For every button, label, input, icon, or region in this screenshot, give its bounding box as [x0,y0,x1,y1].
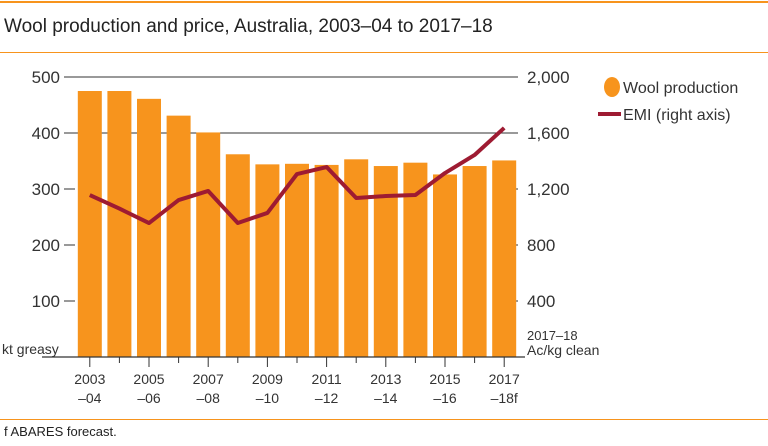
x-tick-label-year: 2013 [370,371,401,387]
right-tick-label: 1,200 [527,180,570,199]
bar [107,91,132,357]
footnote: f ABARES forecast. [4,424,117,439]
right-axis-label-line2: Ac/kg clean [527,342,599,358]
x-tick-label-year: 2009 [252,371,283,387]
bar [285,163,309,357]
x-tick-label-suffix: –06 [137,390,161,406]
bar [314,164,339,357]
legend-bar-swatch [604,77,620,97]
left-tick-label: 300 [32,180,60,199]
right-axis-label-line1: 2017–18 [527,328,578,343]
bar [462,166,487,357]
left-tick-label: 200 [32,236,60,255]
right-tick-label: 1,600 [527,124,570,143]
top-rule [0,1,768,3]
chart-title: Wool production and price, Australia, 20… [4,16,493,37]
x-tick-label-suffix: –12 [315,390,339,406]
right-tick-label: 400 [527,292,555,311]
x-tick-label-year: 2017 [489,371,520,387]
right-tick-label: 2,000 [527,68,570,87]
legend-label-emi: EMI (right axis) [623,107,731,124]
right-tick-label: 800 [527,236,555,255]
x-tick-label-suffix: –16 [433,390,457,406]
bar [255,164,280,357]
legend-label-wool: Wool production [623,80,738,97]
bar [196,132,221,357]
title-rule [0,52,768,53]
bar [403,162,428,357]
footnote-rule [0,419,768,420]
bar [433,174,457,357]
x-tick-label-suffix: –18f [491,390,518,406]
bar [166,115,191,357]
x-tick-label-suffix: –04 [78,390,102,406]
chart-svg: 100 400 200 800 300 1,200 400 1,600 500 2,000 2003… [2,68,738,406]
x-tick-label-suffix: –14 [374,390,398,406]
left-tick-label: 100 [32,292,60,311]
x-tick-label-year: 2005 [133,371,164,387]
left-axis-label: kt greasy [2,341,59,357]
left-tick-label: 400 [32,124,60,143]
bar [225,154,250,357]
left-tick-label: 500 [32,68,60,87]
x-tick-label-year: 2011 [312,371,342,387]
bar [492,160,517,357]
x-tick-label-suffix: –08 [197,390,221,406]
x-tick-label-suffix: –10 [256,390,280,406]
bar [77,91,102,357]
x-tick-label-year: 2007 [193,371,224,387]
x-tick-label-year: 2003 [74,371,105,387]
x-tick-label-year: 2015 [429,371,460,387]
bar [137,98,161,357]
